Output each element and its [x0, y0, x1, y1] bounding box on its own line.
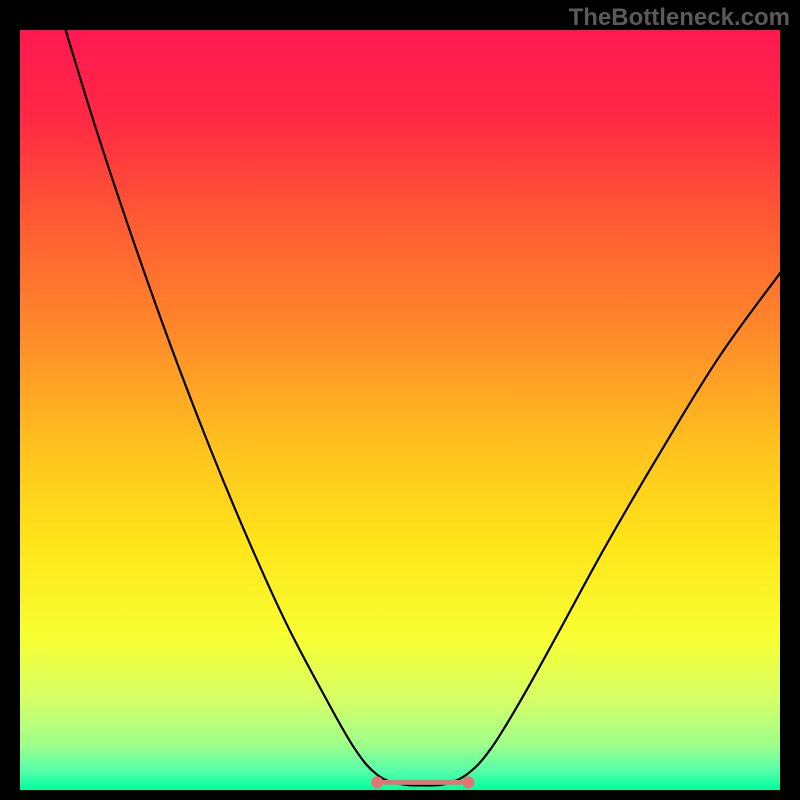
chart-svg: [0, 0, 800, 800]
plot-background: [20, 30, 780, 790]
optimal-range-marker: [462, 776, 474, 788]
bottleneck-chart: TheBottleneck.com: [0, 0, 800, 800]
optimal-range-marker: [371, 776, 383, 788]
